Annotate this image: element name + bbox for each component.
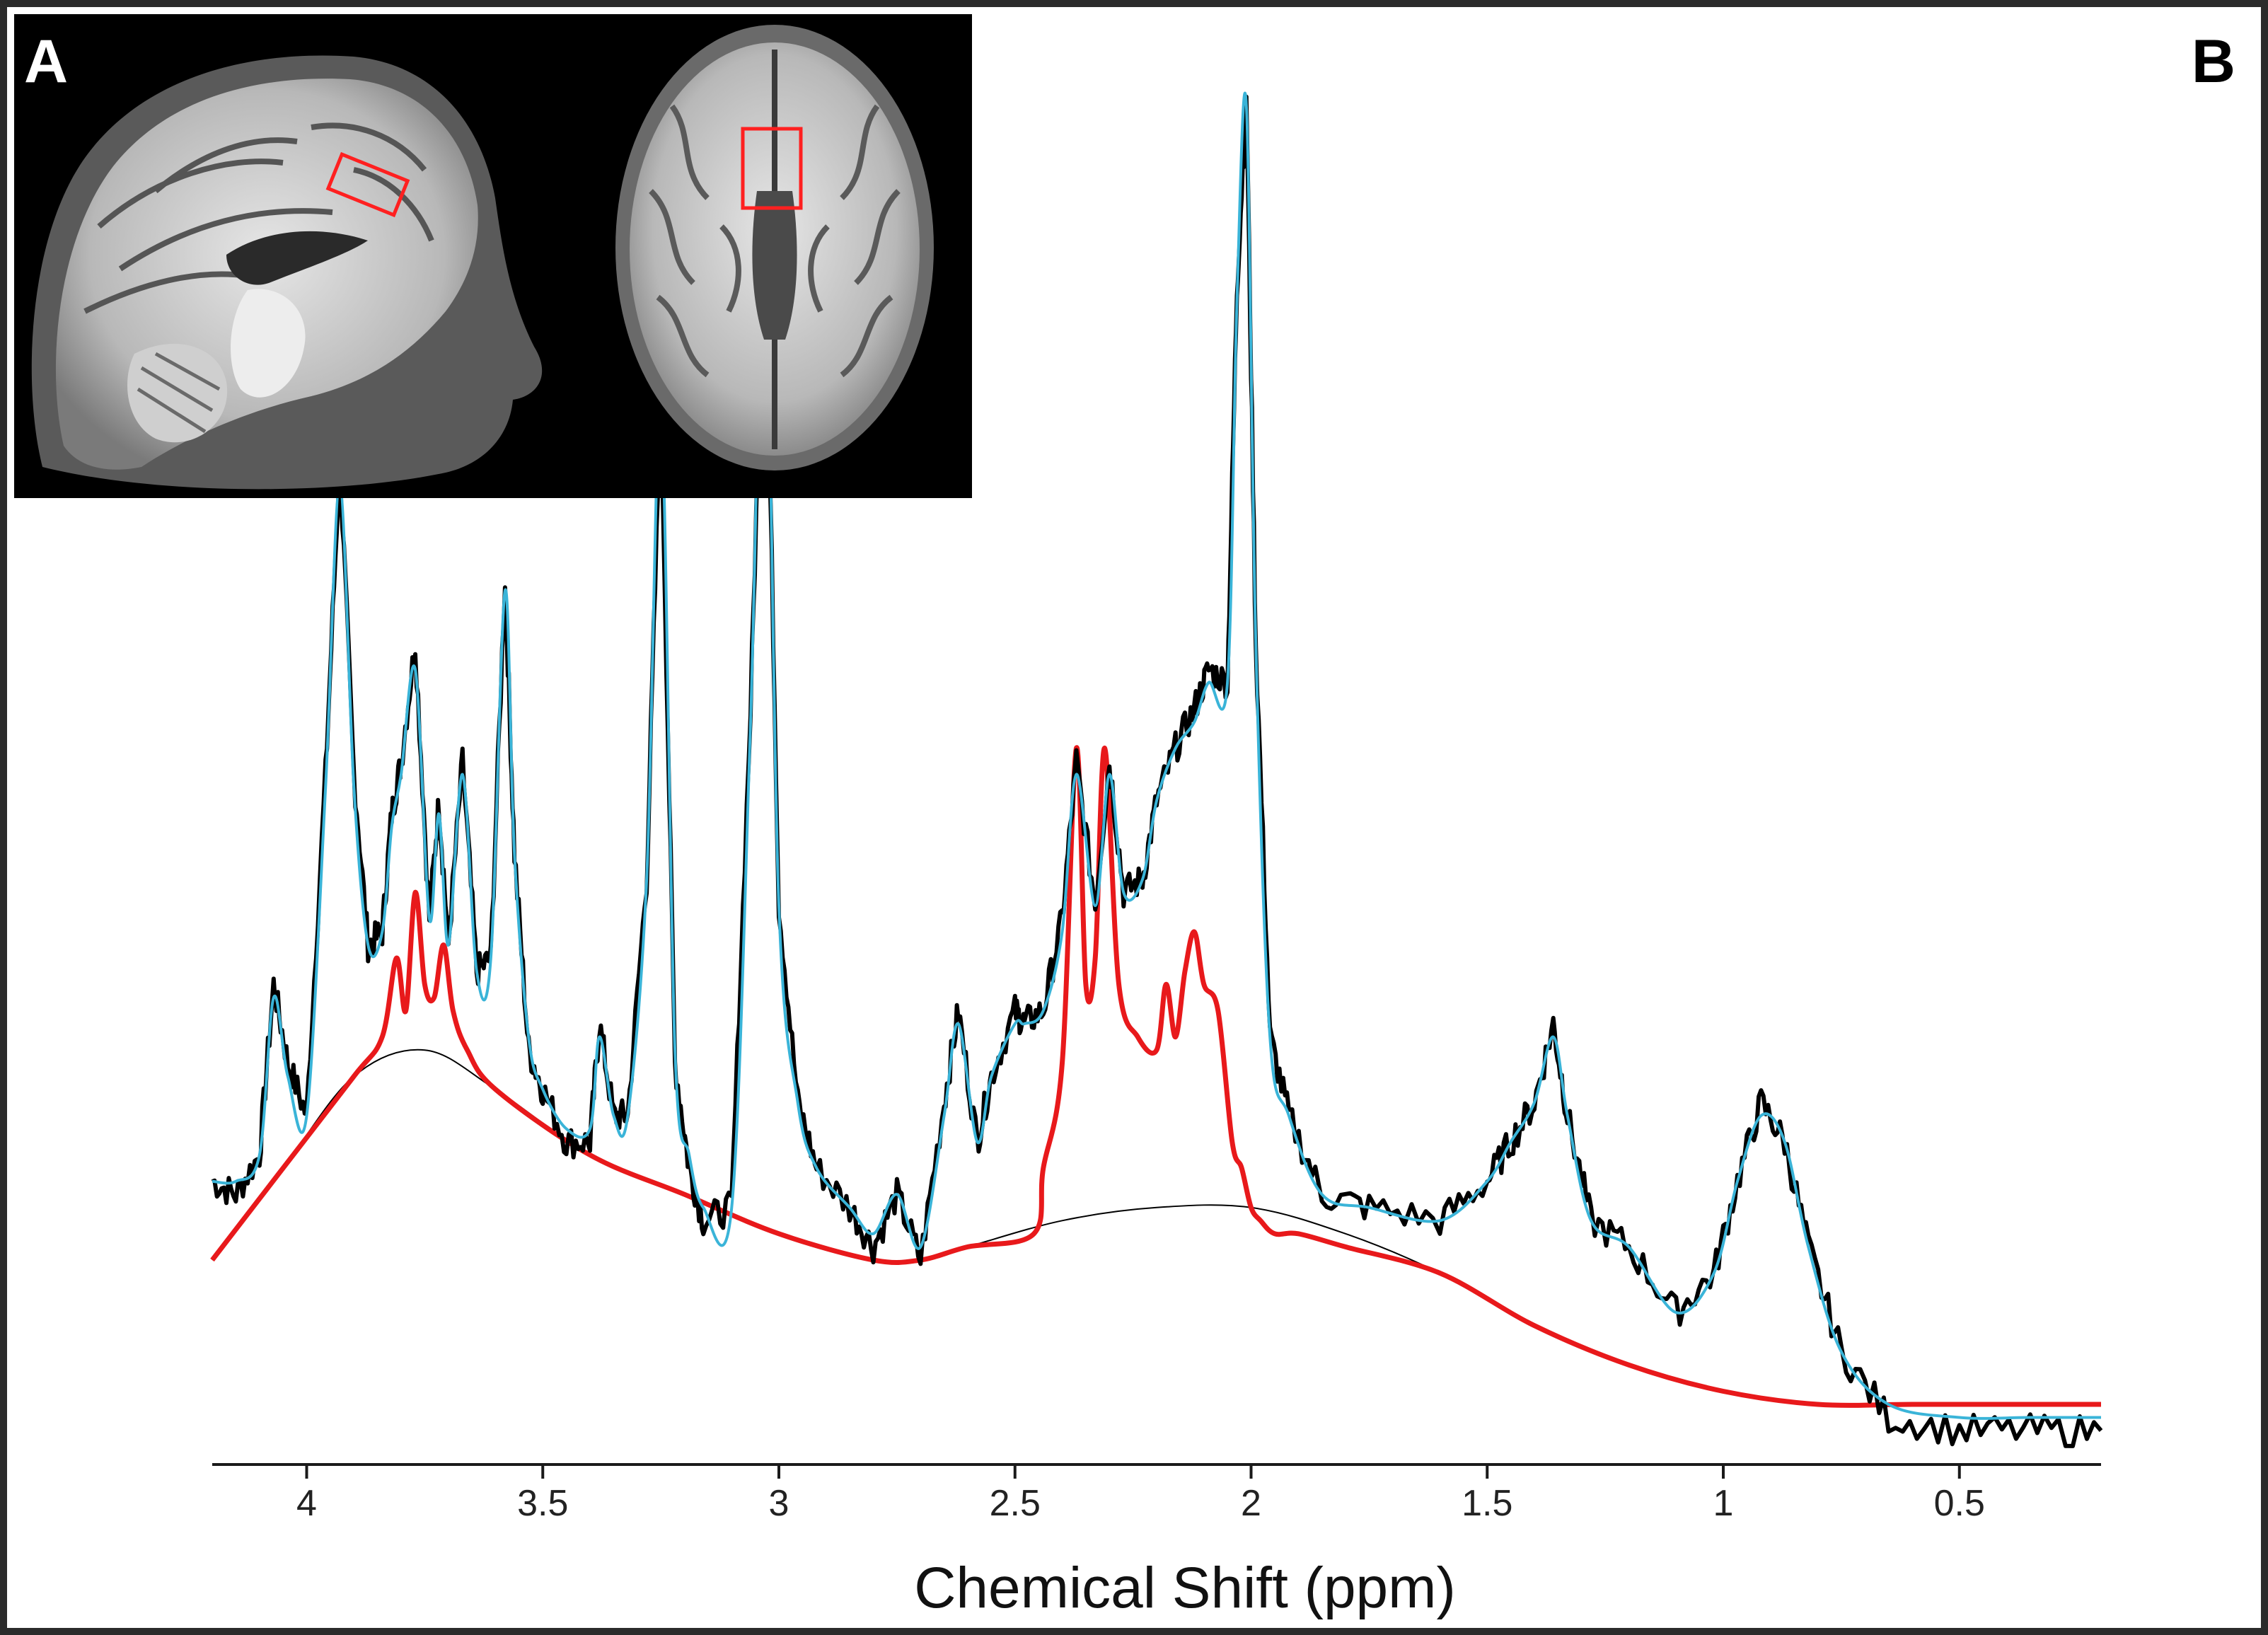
- panel-label-b: B: [2191, 28, 2235, 96]
- x-tick-label: 0.5: [1934, 1483, 1985, 1524]
- series-line-gaba: [210, 745, 2101, 1408]
- sagittal-slice: [31, 55, 543, 490]
- x-tick-label: 4: [296, 1483, 317, 1524]
- x-tick-label: 2: [1241, 1483, 1261, 1524]
- spectrum-chart: 4 3.5 3 2.5 2 1.5 1 0.5 Chemical Shift (ppm): [210, 91, 2103, 1620]
- axial-slice: [615, 25, 934, 470]
- mri-panel: [14, 14, 972, 498]
- x-tick-label: 2.5: [990, 1483, 1041, 1524]
- series-line-baseline: [212, 1048, 2101, 1406]
- x-tick-label: 1: [1713, 1483, 1734, 1524]
- mri-images: [31, 25, 934, 490]
- series-line-fit: [212, 91, 2101, 1420]
- panel-label-a: A: [24, 28, 69, 96]
- voxel-box-axial: [741, 127, 803, 210]
- series-layer: [210, 91, 2103, 1448]
- x-tick-label: 1.5: [1462, 1483, 1512, 1524]
- voxel-box-sagittal: [325, 151, 410, 218]
- x-axis: 4 3.5 3 2.5 2 1.5 1 0.5: [212, 1463, 2101, 1524]
- x-axis-title: Chemical Shift (ppm): [914, 1556, 1456, 1620]
- x-tick-label: 3: [769, 1483, 789, 1524]
- x-tick-label: 3.5: [517, 1483, 568, 1524]
